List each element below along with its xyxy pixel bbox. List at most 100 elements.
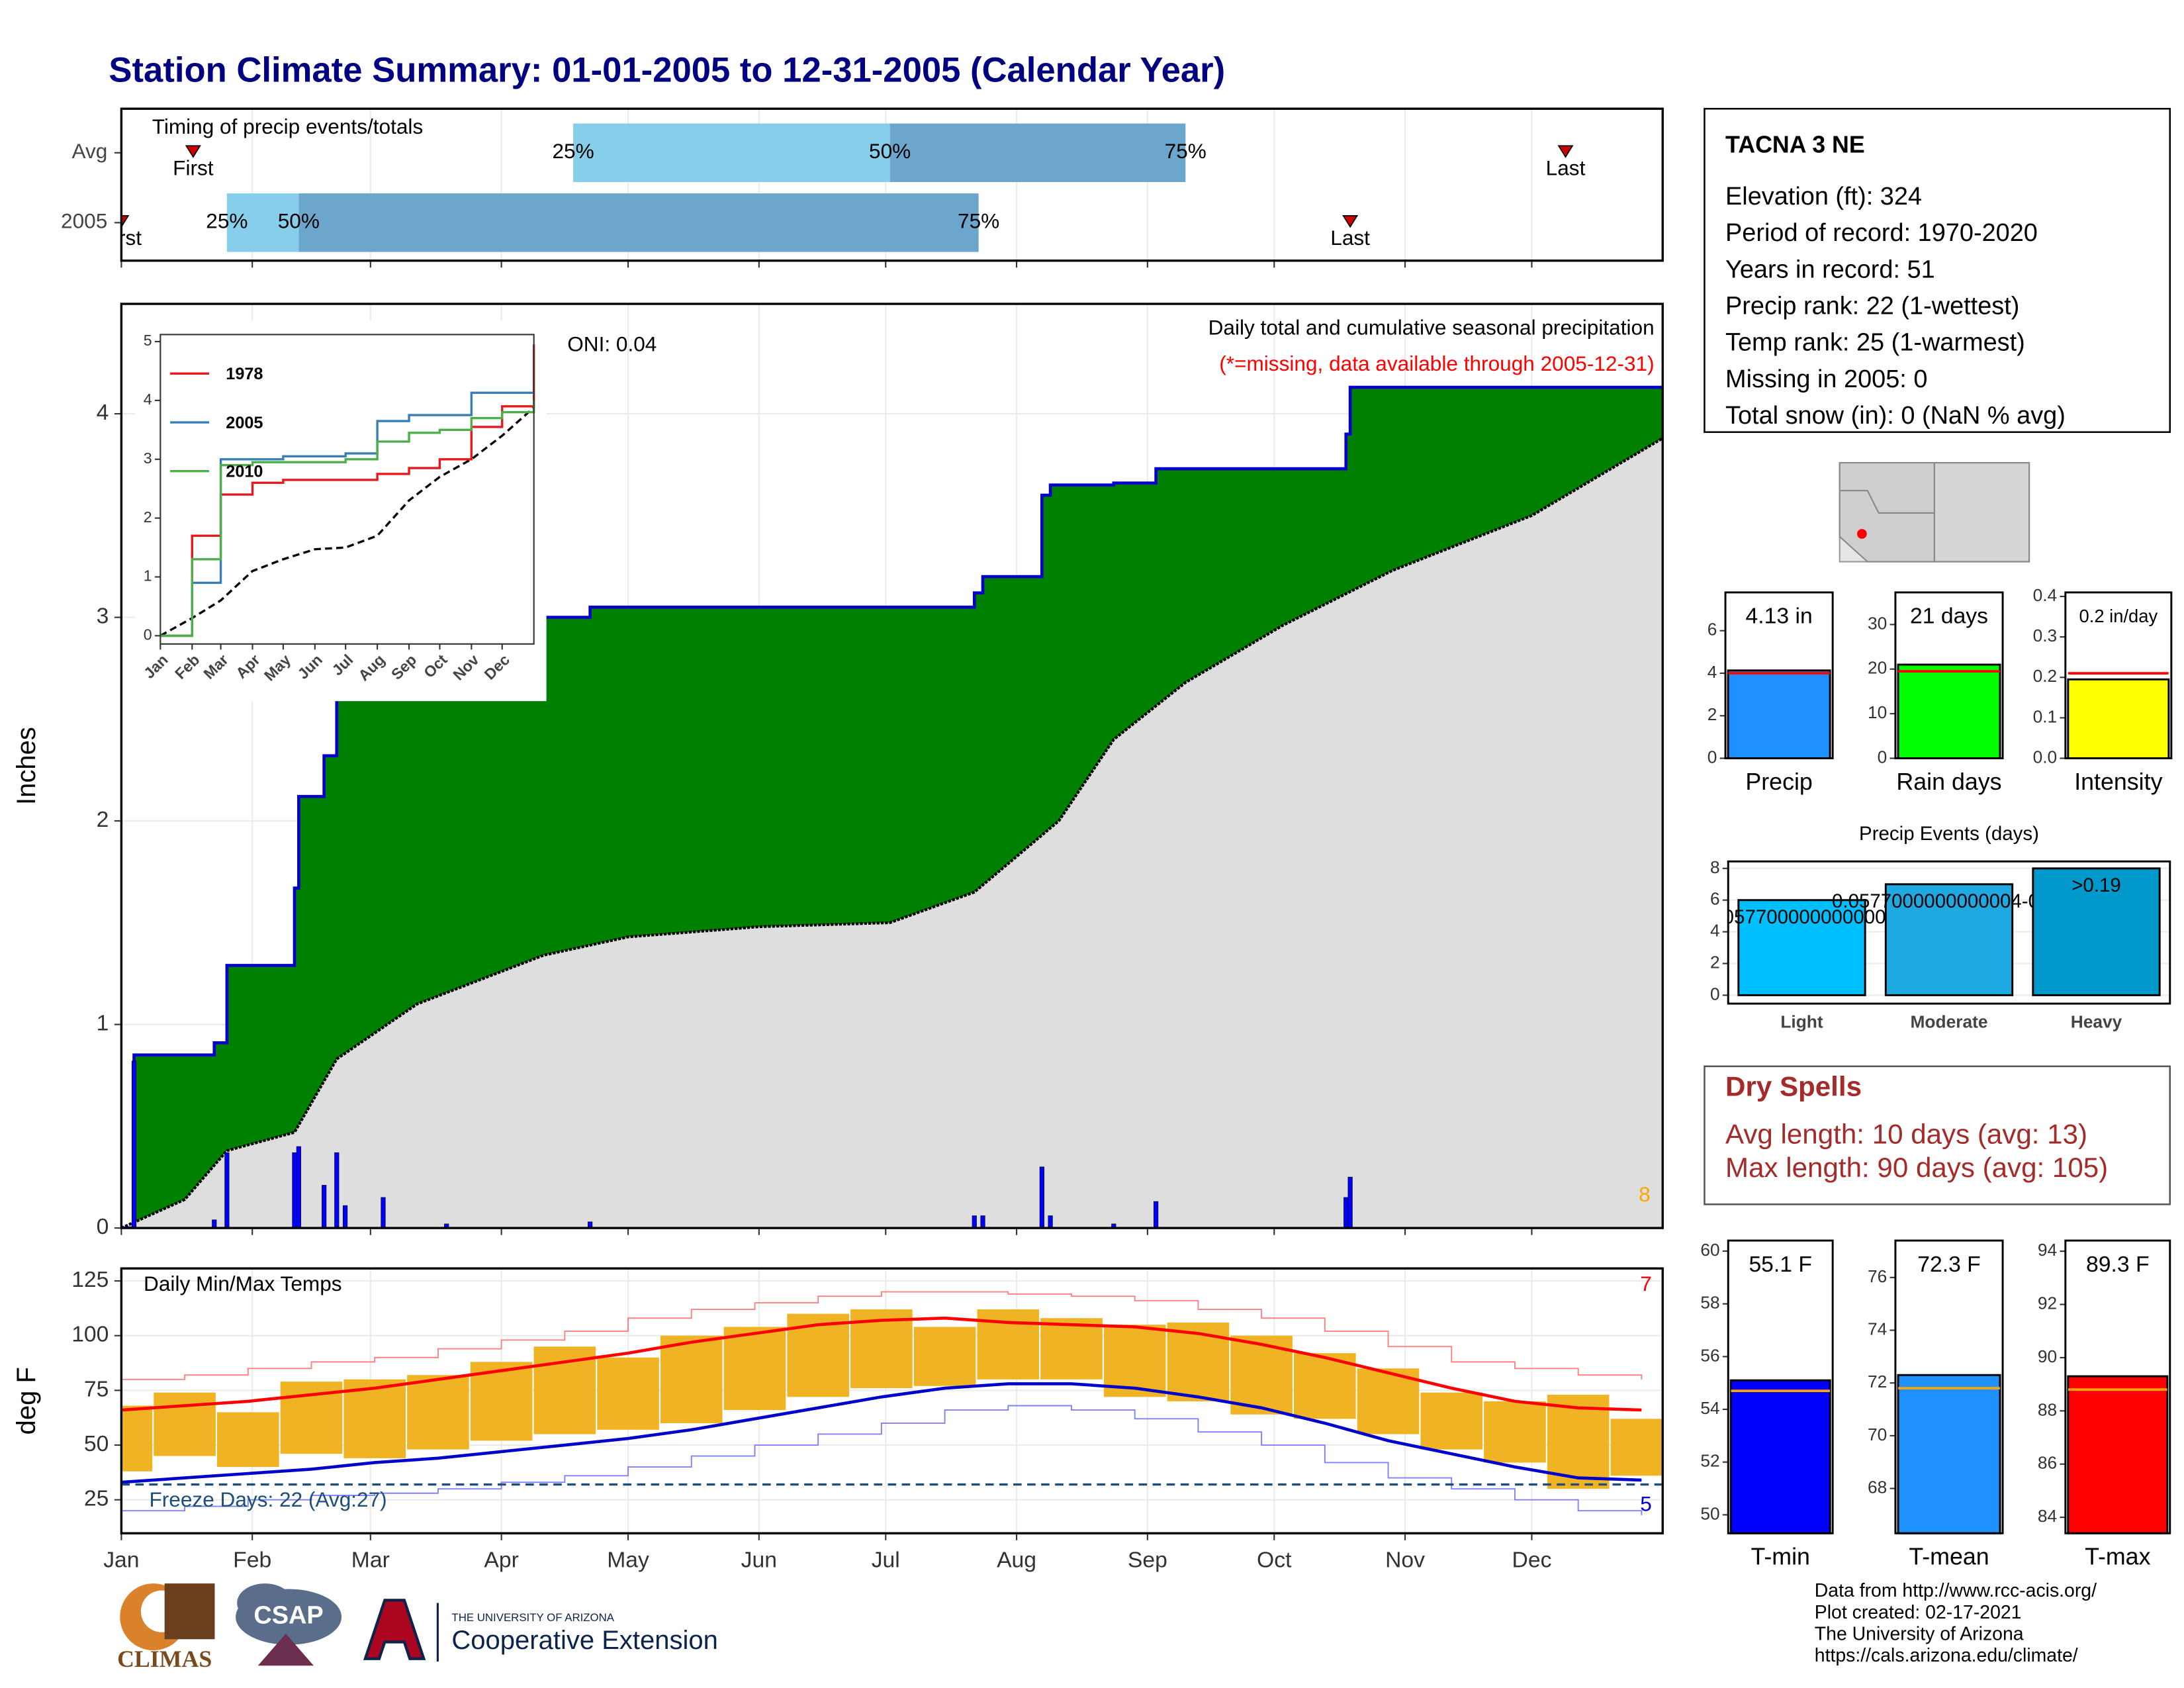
bar [1727, 669, 1831, 759]
y-tick-label: 10 [1868, 702, 1887, 722]
y-tick-label: 2 [97, 808, 109, 832]
daily-bar [296, 1146, 301, 1229]
y-tick-label: 30 [1868, 613, 1887, 633]
quantile-label: 25% [552, 139, 594, 163]
event-label: First [173, 156, 214, 179]
x-tick-label: Jun [741, 1548, 777, 1572]
station-line: Total snow (in): 0 (NaN % avg) [1725, 402, 2066, 430]
panel-frame [1894, 591, 2004, 759]
y-tick-label: 25 [84, 1487, 109, 1511]
value-label: 4.13 in [1746, 604, 1813, 629]
y-tick-label: 4 [144, 391, 152, 408]
y-tick-label: 0.2 [2033, 666, 2058, 686]
bar [2032, 867, 2161, 996]
range-label: 0.0577000000000004-0.19 [1832, 890, 2066, 912]
cumulative-line [121, 385, 1663, 1229]
record-max-line [121, 1291, 1643, 1380]
legend-label: 2010 [226, 463, 263, 481]
daily-range-bar [1610, 1419, 1663, 1476]
page-title: Station Climate Summary: 01-01-2005 to 1… [109, 50, 1225, 89]
event-label: Last [1330, 226, 1370, 250]
chart-title: Daily Min/Max Temps [144, 1272, 341, 1295]
chart-subtitle: (*=missing, data available through 2005-… [1219, 352, 1654, 375]
quantile-label: 50% [278, 209, 320, 233]
y-tick-label: 0.0 [2033, 747, 2058, 767]
x-tick-label: Feb [233, 1548, 271, 1572]
y-tick-label: 4 [1707, 662, 1717, 682]
quantile-bar [298, 193, 979, 252]
station-line: Precip rank: 22 (1-wettest) [1725, 293, 2019, 320]
bar [1737, 899, 1866, 996]
x-tick-label: Heavy [2071, 1012, 2122, 1032]
y-tick-label: 88 [2038, 1399, 2057, 1419]
temperature-plot [121, 1268, 1663, 1534]
y-tick-label: 86 [2038, 1453, 2057, 1473]
series-line [160, 400, 535, 637]
station-box [1704, 107, 2171, 434]
y-tick-label: Avg [71, 139, 107, 163]
dry-spells-box [1704, 1065, 2171, 1205]
bar [1884, 883, 2014, 996]
station-line: Years in record: 51 [1725, 256, 1935, 283]
event-marker [121, 215, 130, 228]
y-tick-label: 6 [1710, 889, 1720, 909]
panel-frame [2064, 1239, 2171, 1534]
x-tick-label: Jul [872, 1548, 900, 1572]
y-tick-label: 84 [2038, 1506, 2057, 1526]
value-label: 0.2 in/day [2079, 606, 2158, 626]
climas-logo [120, 1583, 215, 1651]
logo-text: CLIMAS [117, 1646, 212, 1672]
annotation: 8 [1639, 1182, 1651, 1206]
x-tick-label: Intensity [2074, 769, 2162, 795]
y-tick-label: 8 [1710, 857, 1720, 877]
daily-bar [1347, 1176, 1353, 1229]
x-tick-label: T-max [2085, 1544, 2151, 1570]
daily-range-bar [216, 1412, 279, 1468]
panel-frame [120, 107, 1664, 262]
daily-range-bar [121, 1405, 153, 1472]
y-tick-label: 4 [97, 400, 109, 425]
y-tick-label: 52 [1700, 1451, 1719, 1471]
y-tick-label: 74 [1868, 1319, 1887, 1338]
bar [2067, 1375, 2169, 1534]
daily-range-bar [913, 1327, 976, 1386]
dry-spells-line: Max length: 90 days (avg: 105) [1725, 1152, 2108, 1183]
value-label: 89.3 F [2086, 1252, 2150, 1277]
dry-spells-title: Dry Spells [1725, 1071, 1862, 1102]
range-label: >0.19 [2071, 874, 2121, 896]
quantile-bar [573, 123, 890, 183]
daily-range-bar [597, 1357, 659, 1430]
y-tick-label: 72 [1868, 1372, 1887, 1391]
y-axis-label: deg F [12, 1367, 41, 1434]
location-map [1839, 462, 2030, 563]
quantile-label: 75% [958, 209, 999, 233]
bar-plot [1728, 1241, 1833, 1534]
bar-plot: 0.05770000000000040.0577000000000004-0.1… [1707, 861, 2170, 1004]
footer-line: https://cals.arizona.edu/climate/ [1815, 1645, 2078, 1666]
event-marker [1342, 215, 1359, 228]
y-tick-label: 0 [144, 626, 152, 643]
annotation: 5 [1640, 1491, 1652, 1515]
average-line [159, 406, 535, 637]
daily-bar [381, 1197, 386, 1229]
station-line: Period of record: 1970-2020 [1725, 219, 2038, 247]
daily-range-bar [1420, 1392, 1483, 1450]
precip-plot [121, 304, 1663, 1229]
bar [1729, 1379, 1831, 1534]
average-line [121, 437, 1663, 1229]
y-axis-label: Inches [12, 727, 41, 805]
y-tick-label: 58 [1700, 1293, 1719, 1313]
y-tick-label: 90 [2038, 1346, 2057, 1366]
daily-range-bar [660, 1335, 723, 1423]
y-tick-label: 94 [2038, 1240, 2057, 1260]
csap-logo [236, 1583, 342, 1666]
daily-bar [1048, 1215, 1053, 1229]
x-tick-label: Precip [1745, 769, 1812, 795]
daily-bar [212, 1219, 217, 1229]
quantile-label: 50% [869, 139, 911, 163]
panel-frame [1727, 860, 2171, 1005]
panel-frame [1724, 591, 1834, 759]
value-label: 55.1 F [1749, 1252, 1812, 1277]
range-label: 0.0577000000000004 [1707, 906, 1897, 928]
